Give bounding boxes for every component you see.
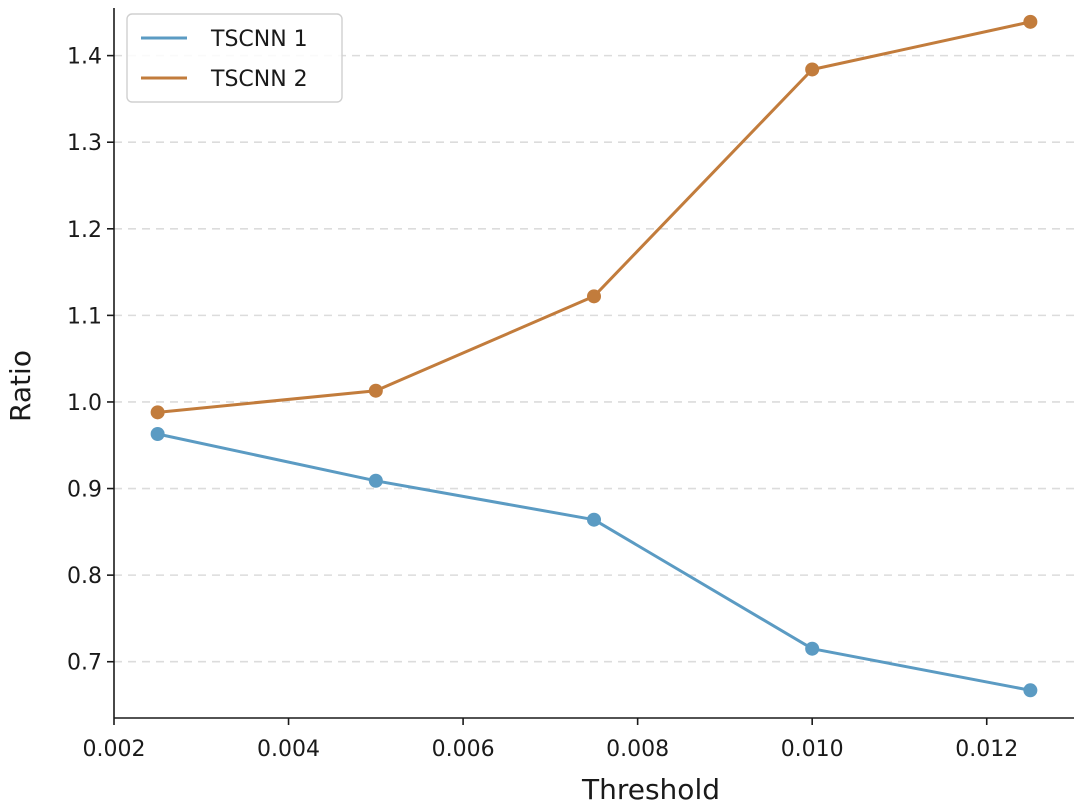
y-tick-label: 0.9 bbox=[67, 478, 102, 503]
grid bbox=[114, 54, 1074, 663]
x-tick-label: 0.010 bbox=[781, 737, 844, 762]
y-tick-label: 1.1 bbox=[67, 304, 102, 329]
x-tick-label: 0.004 bbox=[257, 737, 320, 762]
legend-box bbox=[126, 13, 343, 103]
data-point-tscnn-1 bbox=[587, 512, 601, 527]
data-point-tscnn-1 bbox=[368, 473, 383, 488]
y-tick-label: 1.2 bbox=[67, 218, 102, 243]
y-tick-label: 0.7 bbox=[67, 651, 102, 676]
x-tick-label: 0.008 bbox=[606, 737, 669, 762]
data-point-tscnn-2 bbox=[1023, 14, 1038, 29]
data-point-tscnn-2 bbox=[150, 405, 165, 420]
y-tick-label: 1.0 bbox=[67, 391, 102, 416]
data-point-tscnn-2 bbox=[805, 62, 820, 77]
y-tick-label: 1.3 bbox=[67, 131, 102, 156]
series-line-tscnn-1 bbox=[156, 432, 1032, 692]
y-tick-label: 0.8 bbox=[67, 564, 102, 589]
legend-label: TSCNN 2 bbox=[210, 67, 308, 92]
y-axis-title: Ratio bbox=[4, 350, 37, 422]
x-tick-label: 0.012 bbox=[955, 737, 1018, 762]
data-point-tscnn-1 bbox=[1023, 683, 1038, 698]
data-point-tscnn-1 bbox=[805, 641, 820, 656]
x-tick-label: 0.002 bbox=[83, 737, 146, 762]
data-point-tscnn-1 bbox=[150, 427, 165, 441]
legend-label: TSCNN 1 bbox=[210, 27, 308, 52]
legend: TSCNN 1 TSCNN 2 bbox=[126, 13, 343, 103]
axes: 0.7 0.8 0.9 1.0 1.1 1.2 1.3 1.4 0.002 0.004 0.006 0… bbox=[67, 8, 1074, 762]
y-tick-label: 1.4 bbox=[67, 45, 102, 70]
series-layer bbox=[150, 14, 1038, 698]
x-tick-label: 0.006 bbox=[432, 737, 495, 762]
data-point-tscnn-2 bbox=[368, 383, 383, 398]
data-point-tscnn-2 bbox=[587, 289, 601, 304]
x-axis-title: Threshold bbox=[581, 773, 720, 806]
